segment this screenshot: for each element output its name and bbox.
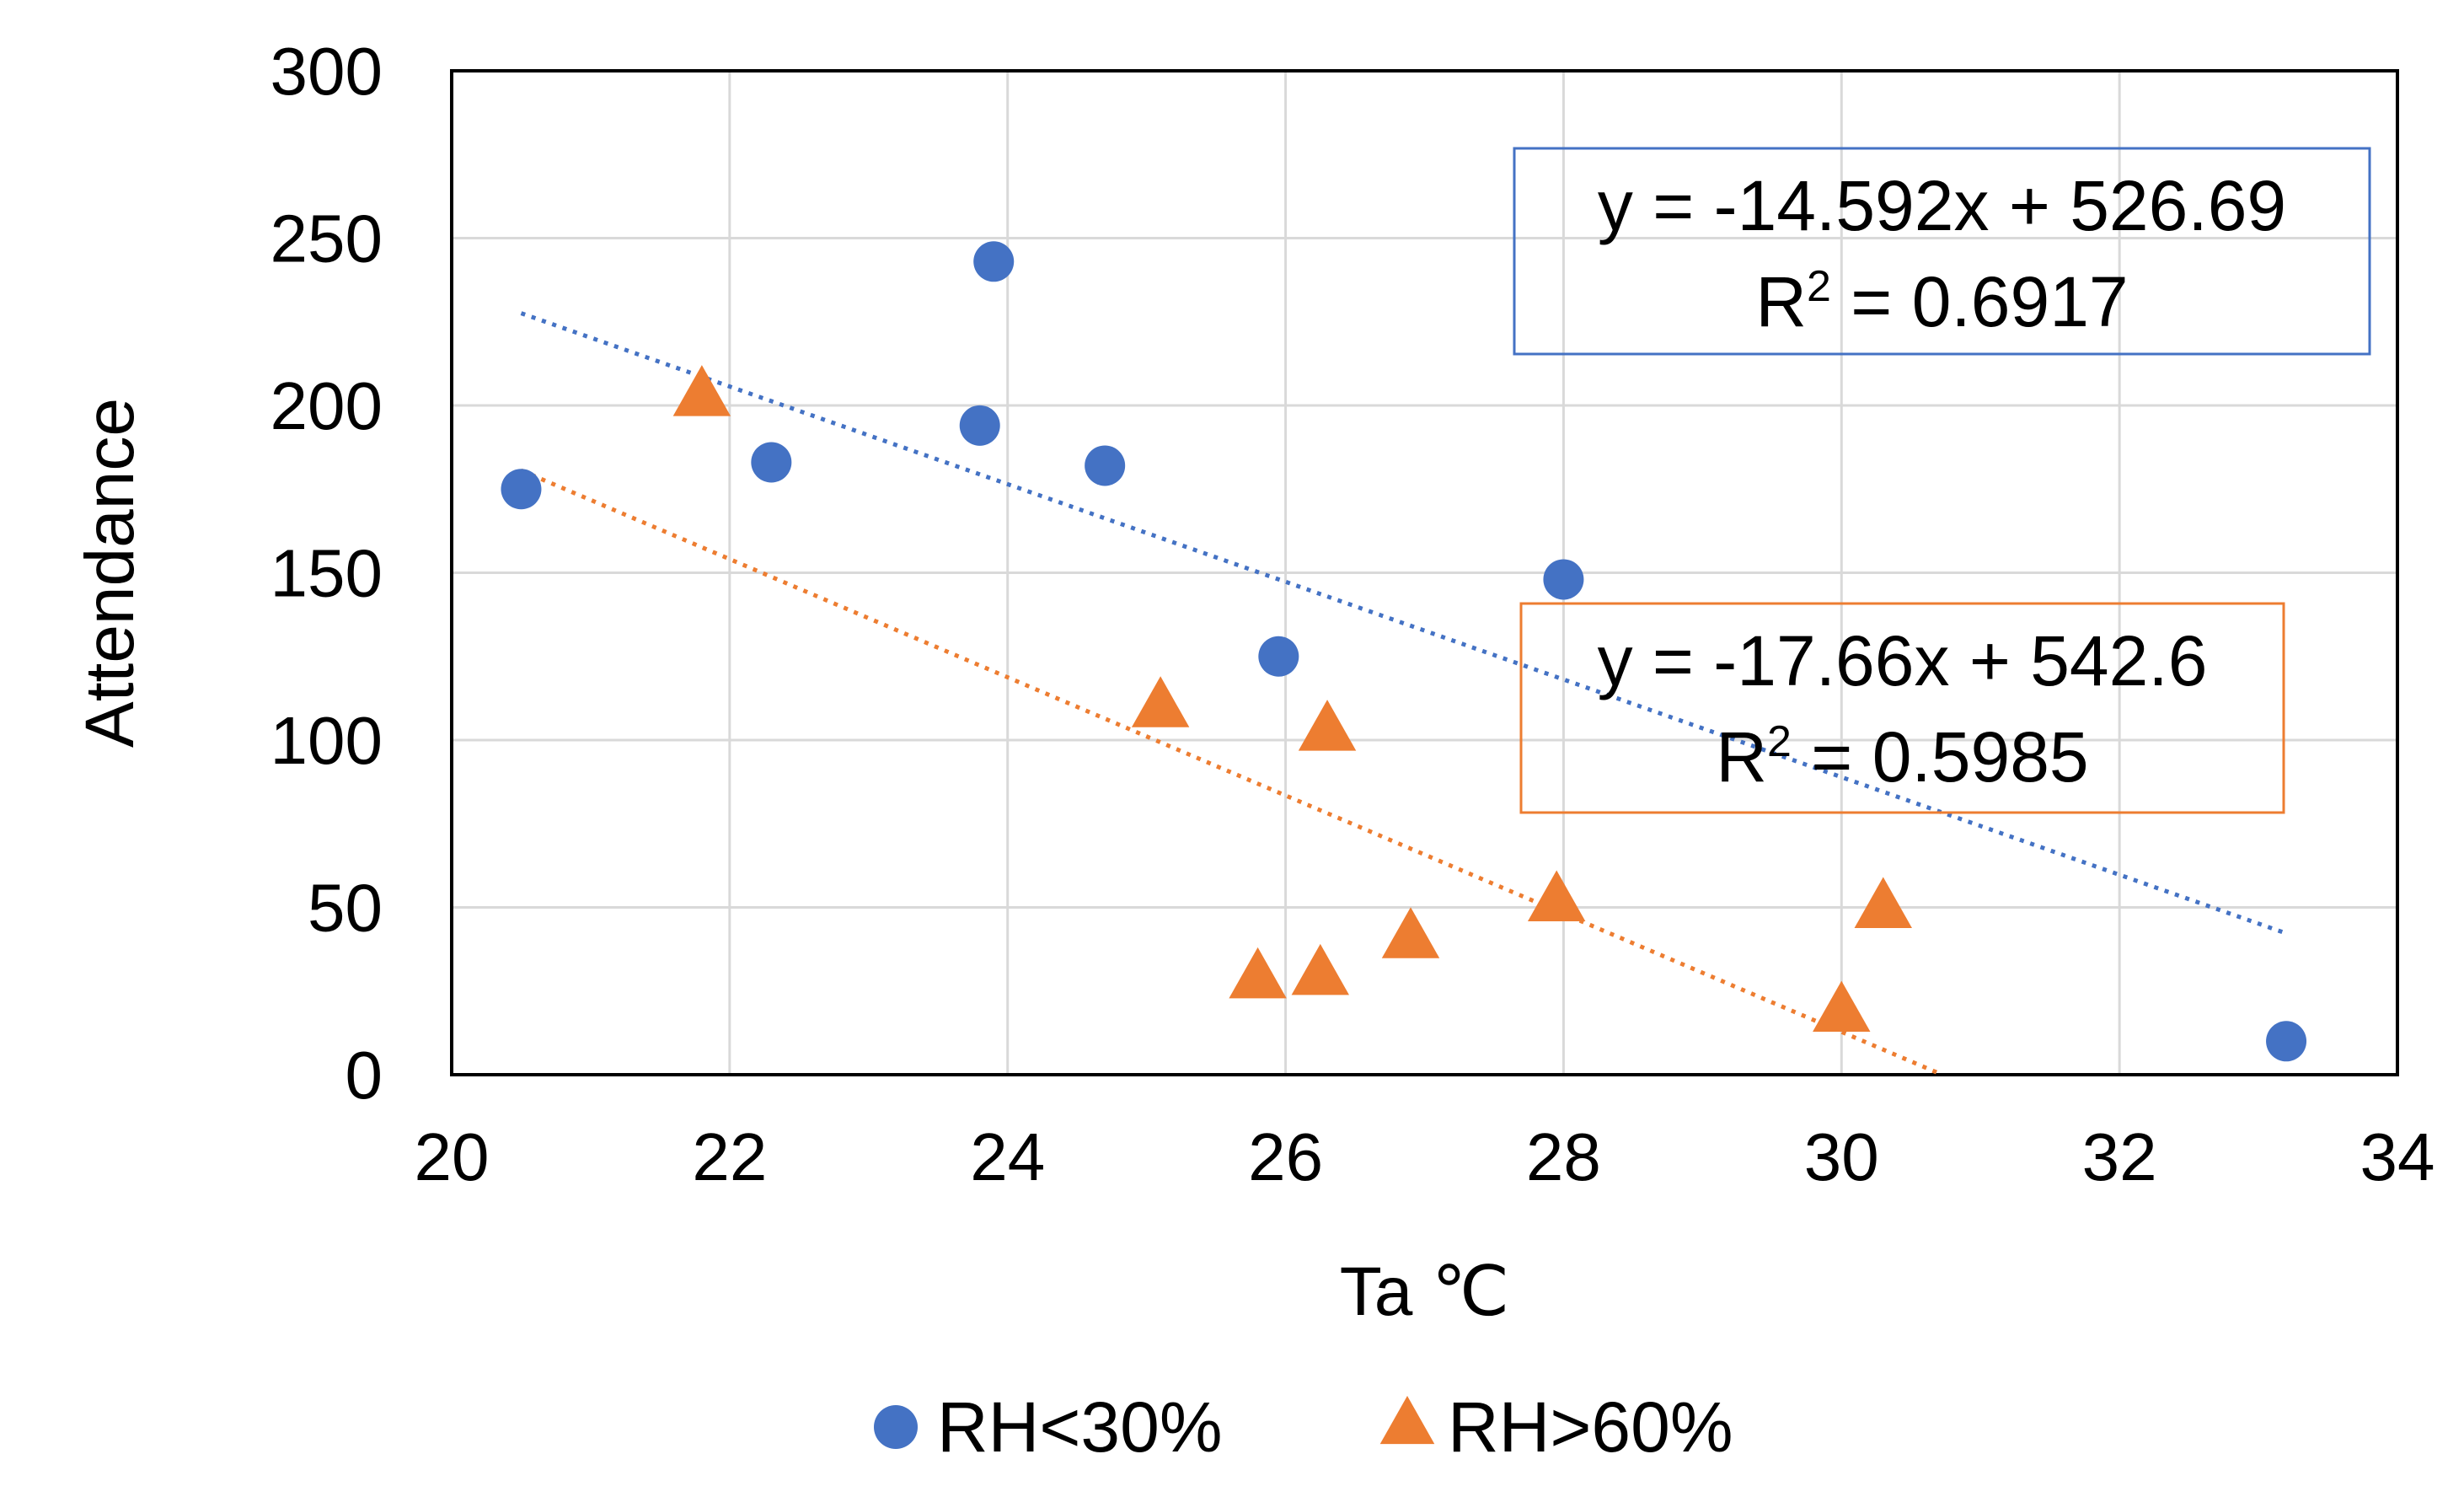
equation-box-border <box>1519 602 2285 814</box>
data-point <box>1527 870 1586 922</box>
equation-box-rh-above-60: y = -17.66x + 542.6 R2 = 0.5985 <box>1519 602 2285 814</box>
data-point <box>1543 559 1584 600</box>
r-squared-label: R2 = 0.6917 <box>1755 262 2128 341</box>
data-point <box>1813 980 1871 1033</box>
x-axis-title: Ta ℃ <box>1340 1253 1509 1330</box>
y-tick-label: 150 <box>271 536 383 611</box>
data-point <box>672 365 731 416</box>
data-point <box>1381 907 1440 958</box>
data-point <box>973 241 1015 282</box>
plot-area-border <box>450 69 2399 1076</box>
data-point <box>1258 636 1299 677</box>
y-tick-label: 100 <box>271 703 383 778</box>
data-point <box>1229 947 1287 999</box>
r-squared-label: R2 = 0.5985 <box>1716 717 2088 797</box>
data-point <box>1085 445 1126 486</box>
y-tick-label: 50 <box>308 871 383 946</box>
data-markers <box>501 241 2307 1062</box>
y-tick-label: 0 <box>345 1038 383 1113</box>
y-tick-label: 250 <box>271 201 383 276</box>
equation-box-border <box>1513 147 2371 356</box>
legend-label: RH<30% <box>937 1387 1223 1467</box>
legend-circle-marker <box>874 1405 918 1449</box>
x-tick-label: 20 <box>415 1119 490 1194</box>
y-tick-label: 200 <box>271 368 383 443</box>
grid <box>450 69 2399 1076</box>
trendline-equation: y = -17.66x + 542.6 <box>1598 621 2208 700</box>
x-tick-label: 26 <box>1248 1119 1323 1194</box>
trendline-equation: y = -14.592x + 526.69 <box>1598 166 2286 245</box>
r-squared-r: R <box>1755 262 1807 341</box>
x-tick-label: 34 <box>2360 1119 2435 1194</box>
r-squared-exponent: 2 <box>1767 717 1792 766</box>
x-tick-label: 30 <box>1804 1119 1879 1194</box>
data-point <box>1298 700 1357 751</box>
data-point <box>751 442 792 483</box>
y-tick-label: 300 <box>271 34 383 109</box>
x-axis-ticks: 20 22 24 26 28 30 32 34 <box>415 1119 2435 1194</box>
x-tick-label: 22 <box>692 1119 767 1194</box>
legend-item-rh-below-30: RH<30% <box>874 1387 1223 1467</box>
legend: RH<30% RH>60% <box>874 1387 1733 1467</box>
data-point <box>959 405 1000 446</box>
y-axis-title: Attendance <box>72 398 148 748</box>
equation-box-rh-below-30: y = -14.592x + 526.69 R2 = 0.6917 <box>1513 147 2371 356</box>
r-squared-exponent: 2 <box>1807 262 1831 311</box>
legend-item-rh-above-60: RH>60% <box>1379 1387 1733 1467</box>
data-point <box>1854 877 1912 928</box>
trendline <box>520 311 2287 936</box>
y-axis-ticks: 0 50 100 150 200 250 300 <box>271 34 383 1113</box>
legend-label: RH>60% <box>1448 1387 1733 1467</box>
data-point <box>2266 1021 2307 1062</box>
legend-triangle-marker <box>1379 1396 1435 1445</box>
data-point <box>501 469 542 510</box>
x-tick-label: 32 <box>2082 1119 2157 1194</box>
r-squared-r: R <box>1716 717 1767 797</box>
r-squared-value: = 0.6917 <box>1831 262 2129 341</box>
data-point <box>1131 676 1190 727</box>
x-tick-label: 24 <box>970 1119 1045 1194</box>
data-point <box>1291 943 1350 995</box>
trendlines <box>520 311 2287 1077</box>
r-squared-value: = 0.5985 <box>1792 717 2089 797</box>
x-tick-label: 28 <box>1526 1119 1601 1194</box>
